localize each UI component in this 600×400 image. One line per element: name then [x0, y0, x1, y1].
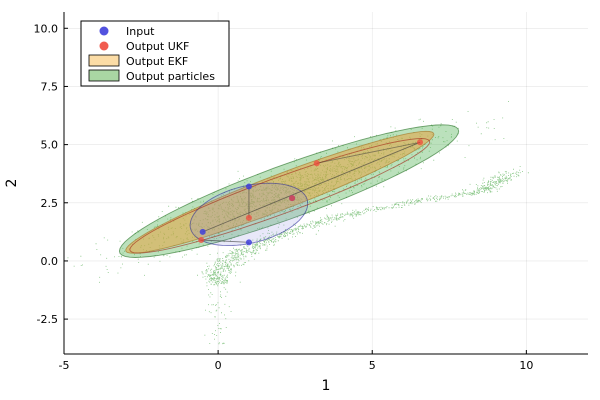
legend-label-3: Output particles — [126, 70, 215, 83]
x-tick-label-0: -5 — [59, 359, 70, 372]
legend-label-0: Input — [126, 25, 155, 38]
input-point-2 — [199, 228, 206, 235]
y-tick-label-4: 7.5 — [41, 80, 59, 93]
axes: -5 0 5 10 -2.5 0.0 2.5 5.0 7.5 10.0 — [34, 12, 588, 372]
x-tick-label-1: 0 — [215, 359, 222, 372]
legend-swatch-2 — [88, 54, 120, 67]
sigma-points — [198, 139, 424, 246]
legend-swatch-3 — [88, 69, 120, 82]
legend-marker-1 — [99, 41, 109, 51]
legend: Input Output UKF Output EKF Output particle… — [80, 20, 230, 87]
legend-label-1: Output UKF — [126, 40, 189, 53]
ukf-output-point-0 — [313, 160, 320, 167]
ukf-ellipse — [129, 138, 431, 254]
sigma-link-2 — [202, 141, 421, 233]
x-tick-label-3: 10 — [519, 359, 533, 372]
sigma-link-1 — [201, 239, 249, 243]
input-point-1 — [245, 239, 252, 246]
y-tick-label-3: 5.0 — [41, 139, 59, 152]
x-tick-label-2: 5 — [369, 359, 376, 372]
covariance-ellipses — [118, 124, 460, 258]
sigma-link-4 — [316, 141, 421, 164]
ukf-output-point-4 — [289, 195, 296, 202]
y-tick-label-5: 10.0 — [34, 22, 59, 35]
ukf-output-point-3 — [417, 139, 424, 146]
ukf-output-point-1 — [245, 214, 252, 221]
y-tick-label-1: 0.0 — [41, 255, 59, 268]
input-point-0 — [245, 183, 252, 190]
ukf-output-point-2 — [198, 237, 205, 243]
ekf-ellipse — [125, 130, 435, 254]
x-axis-label: 1 — [322, 378, 331, 394]
y-tick-label-0: -2.5 — [37, 313, 58, 326]
y-axis-label: 2 — [4, 179, 20, 188]
y-tick-label-2: 2.5 — [41, 197, 59, 210]
legend-marker-0 — [99, 26, 109, 36]
legend-label-2: Output EKF — [126, 55, 188, 68]
